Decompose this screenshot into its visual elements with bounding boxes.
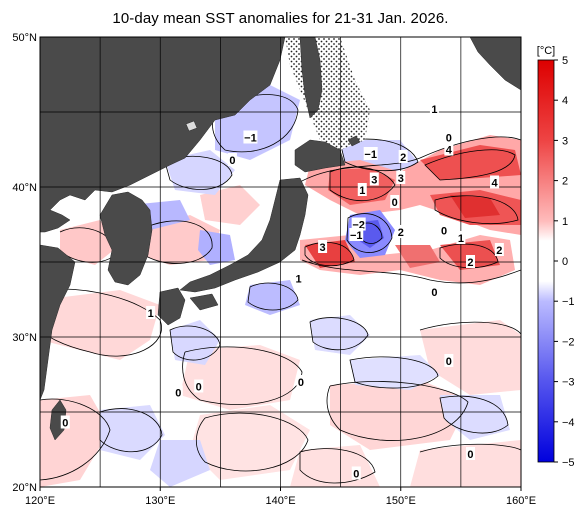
contour-label-bg [357,183,367,196]
contour-label-bg [363,147,378,160]
contour-label-bg [465,255,475,268]
contour-label: 1 [295,274,301,286]
colorbar-tick-label: 1 [562,216,568,228]
colorbar: [°C] 5 4 3 2 1 0 −1 −2 −3 −4 −5 [537,45,575,469]
contour-label: 0 [175,388,181,400]
contour-label-bg [444,130,454,144]
graticule [40,37,521,487]
colorbar-tick-label: 2 [562,176,568,188]
contour-label: 0 [431,287,437,299]
contour-label-bg [398,150,408,163]
colorbar-tick-label: −3 [562,377,575,389]
contour-label-bg [243,130,258,144]
contour-label-bg [396,225,406,238]
contour-label: 1 [359,185,365,197]
contour-label-bg [349,228,364,241]
contour-label-bg [318,240,328,253]
contour-label-bg [390,195,400,208]
contour-label: 3 [398,173,404,185]
colorbar-tick-label: −4 [562,417,575,429]
contour-label: 0 [353,469,359,481]
contour-label-bg [465,447,475,460]
contour-label: 0 [229,155,235,167]
lat-tick-label: 20°N [12,482,37,494]
contour-label-bg [369,172,379,186]
contour-label-bg [173,385,183,399]
contour-label-bg [396,171,406,184]
contour-label: −1 [350,230,363,242]
contour-label-bg [444,142,454,156]
colorbar-tick-label: 4 [562,95,568,107]
contour-label-bg [439,223,449,237]
contour-label-bg [494,243,504,256]
contour-label: 4 [446,145,453,157]
lat-tick-label: 30°N [12,332,37,344]
lon-tick-label: 120°E [25,495,55,507]
colorbar-tick-label: −1 [562,296,575,308]
colorbar-unit: [°C] [537,45,555,57]
contour-label: 0 [446,133,452,145]
contour-label: 0 [196,382,202,394]
contour-label: 0 [62,418,68,430]
lon-tick-label: 130°E [145,495,175,507]
contour-label: 4 [491,178,498,190]
lon-tick-label: 160°E [506,495,536,507]
lon-tick-label: 150°E [386,495,416,507]
contour-label: 2 [398,227,404,239]
colorbar-tick-label: 5 [562,55,568,67]
contour-label: 3 [320,242,326,254]
contour-label-bg [444,354,454,367]
lat-tick-label: 40°N [12,182,37,194]
contour-label: 0 [298,377,304,389]
contour-label: 2 [400,152,406,164]
colorbar-tick-label: 0 [562,256,568,268]
contour-label: −1 [364,149,377,161]
contour-label-bg [490,175,500,189]
contour-label: 0 [446,356,452,368]
contour-lines [40,94,521,484]
colorbar-tick-label: −2 [562,336,575,348]
contour-label: 3 [371,175,377,187]
contour-label-bg [429,285,439,298]
contour-label-bg [456,231,466,244]
colorbar-tick-label: −5 [562,457,575,469]
contour-label: 1 [458,233,464,245]
contour-label: 1 [431,104,437,116]
contour-label-bg [194,379,204,393]
lon-tick-label: 140°E [265,495,295,507]
contour-label: 0 [467,449,473,461]
colorbar-tick-label: 3 [562,135,568,147]
axis-labels: 120°E 130°E 140°E 150°E 160°E 20°N 30°N 40°N 50°… [12,32,536,507]
contour-label-bg [429,102,439,115]
contour-label-bg [351,466,361,480]
contour-label-bg [294,271,304,285]
contour-label: −1 [244,133,257,145]
contour-label-bg [296,375,306,388]
colorbar-scale [537,59,555,463]
map-title: 10-day mean SST anomalies for 21-31 Jan.… [112,10,449,27]
lat-tick-label: 50°N [12,32,37,44]
contour-label-bg [60,415,70,429]
contour-label: 1 [148,308,154,320]
contour-label-bg [351,217,366,231]
contour-label: 2 [496,245,502,257]
contour-label: 0 [441,226,447,238]
contour-label-bg [227,153,237,166]
contour-label-bg [146,306,156,319]
contour-label: 0 [392,197,398,209]
contour-label: 2 [467,257,473,269]
